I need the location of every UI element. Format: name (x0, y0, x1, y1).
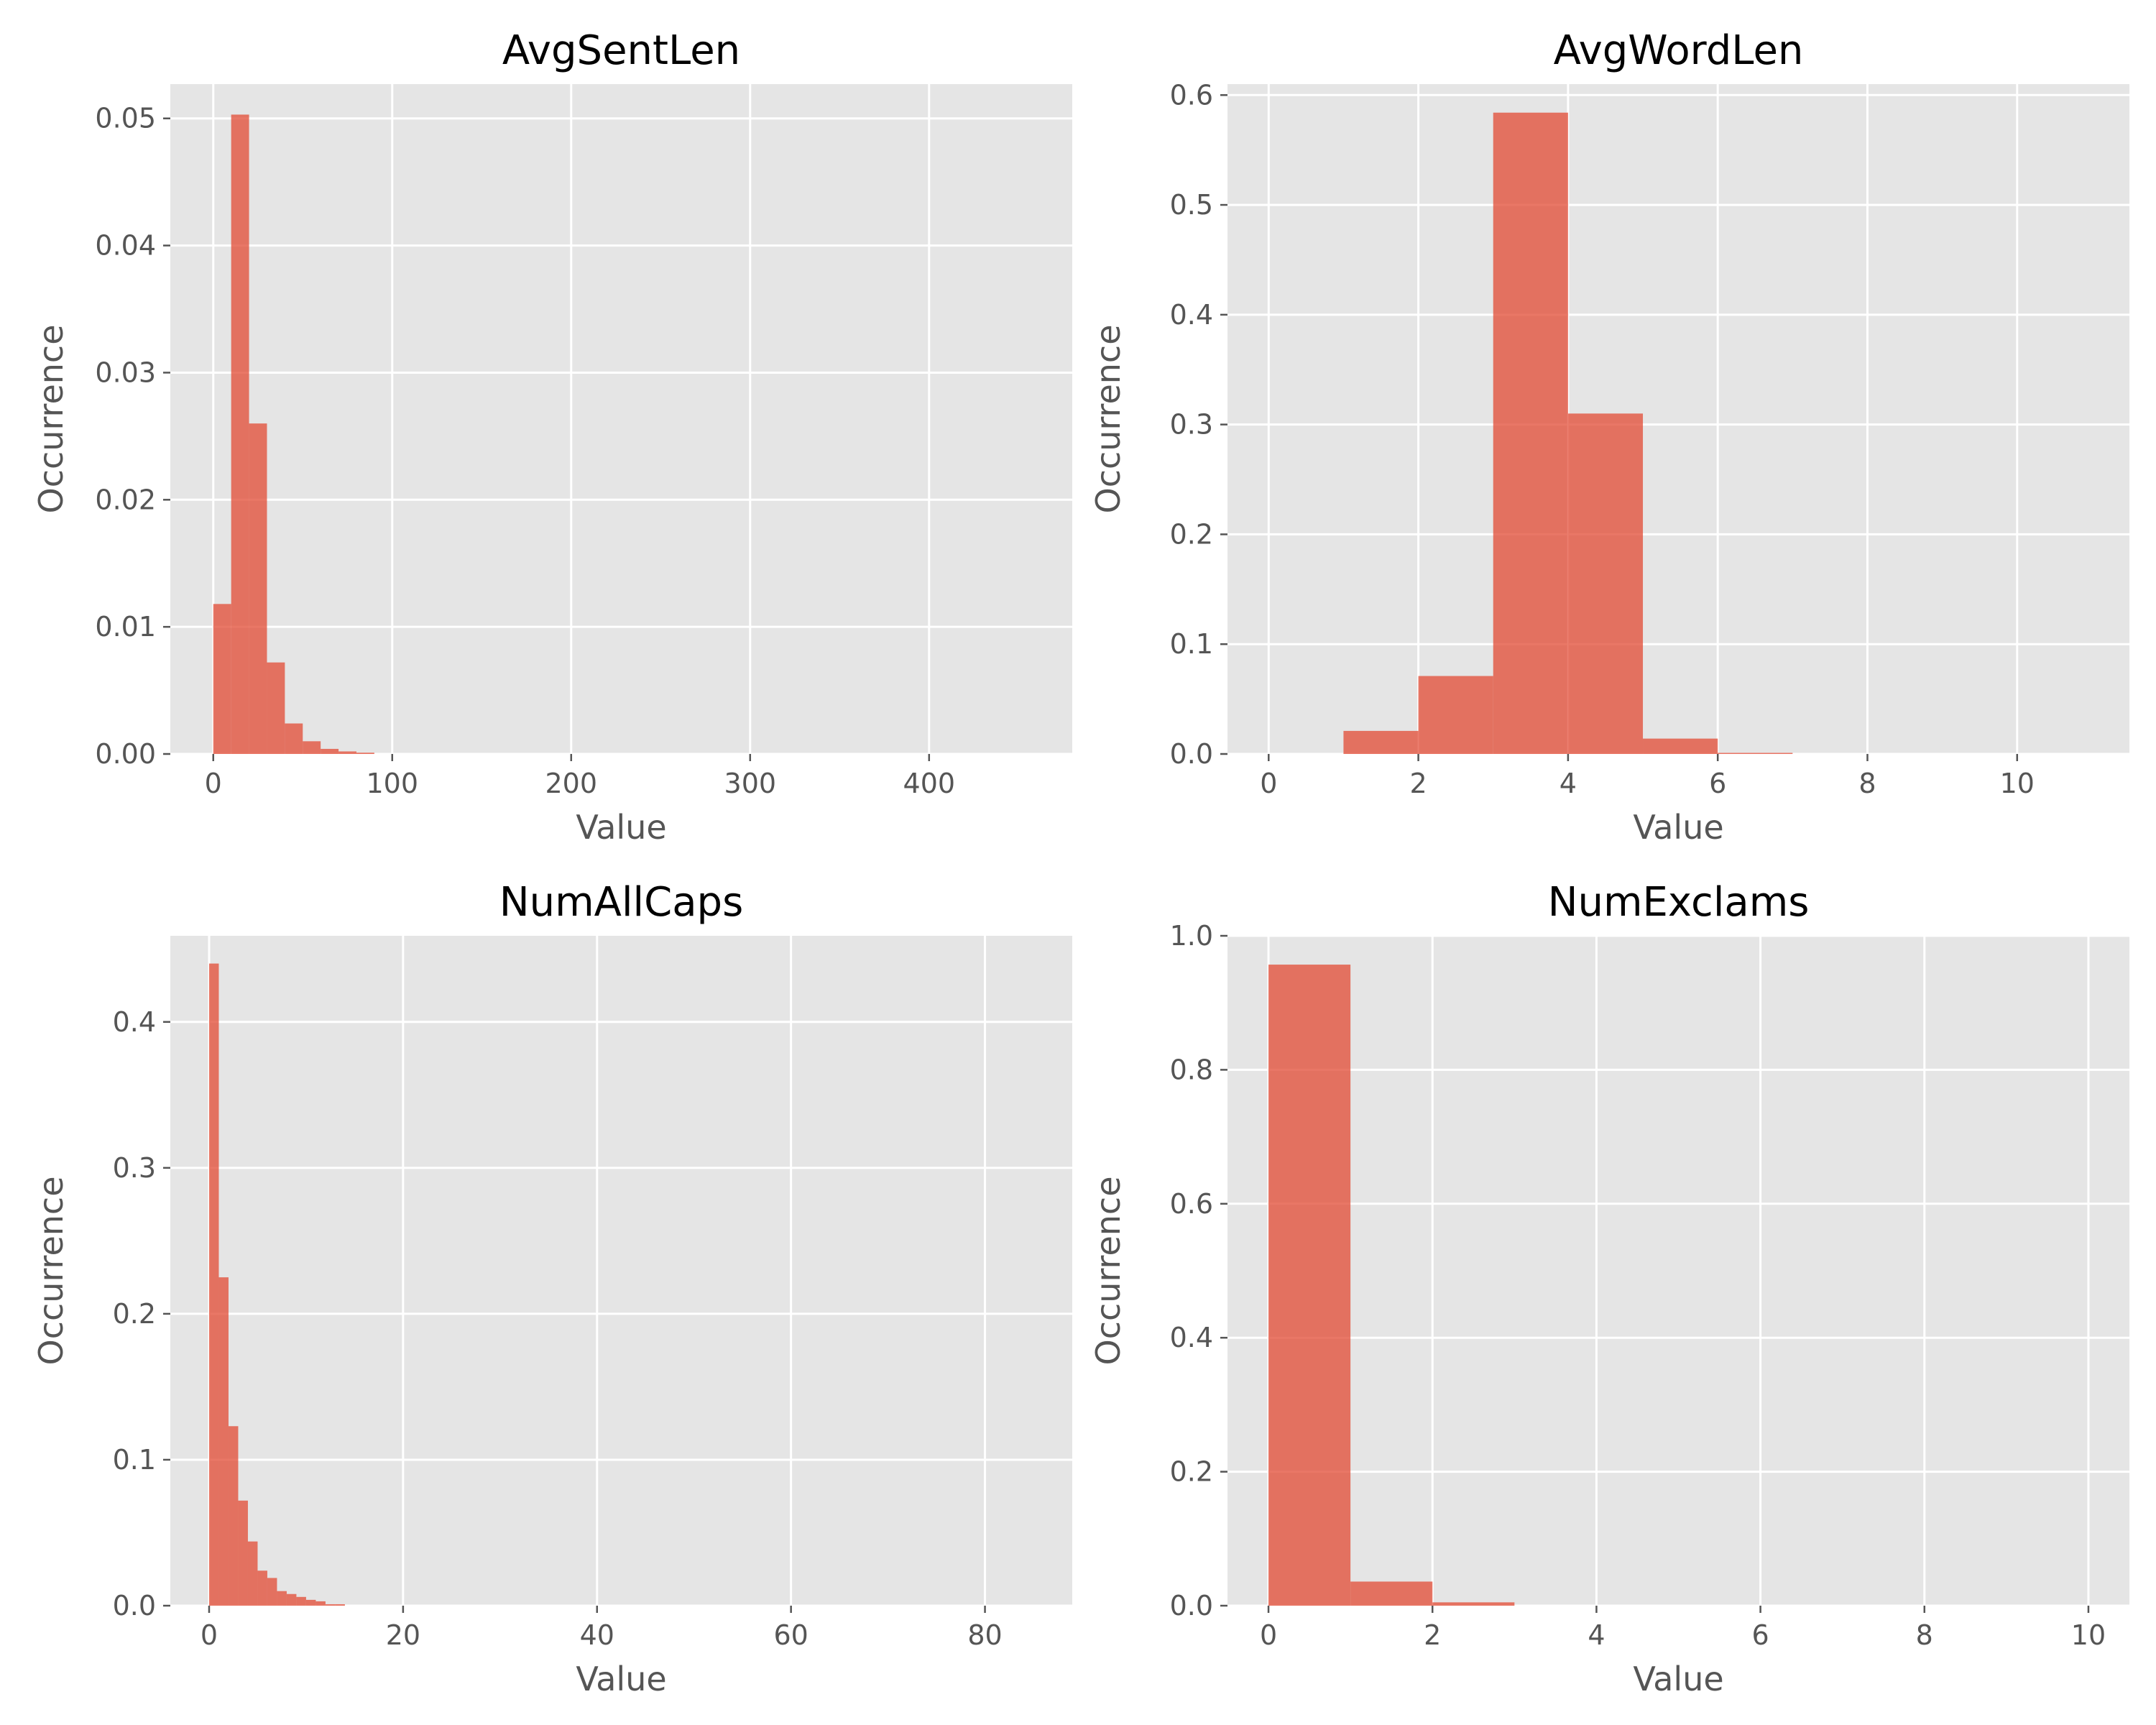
histogram-bar (218, 1277, 229, 1606)
histogram-bar (208, 963, 219, 1606)
x-tick-label: 300 (724, 768, 777, 799)
plot-area (170, 936, 1072, 1606)
x-tick-label: 40 (580, 1619, 614, 1651)
x-tick-label: 4 (1560, 768, 1577, 799)
x-axis-label: Value (576, 808, 666, 847)
plot-area (1227, 84, 2129, 754)
y-tick-label: 0.03 (95, 356, 156, 388)
y-tick-label: 0.2 (113, 1298, 156, 1330)
y-tick-label: 0.00 (95, 738, 156, 770)
histogram-bar (1493, 112, 1568, 754)
y-tick-label: 0.3 (1170, 409, 1213, 441)
chart-panel: 0 2 4 6 8 10 0.0 0.1 0.2 0.3 0.4 0.5 0.6 AvgWordLen Va… (1089, 27, 2129, 847)
x-tick-label: 20 (386, 1619, 420, 1651)
x-tick-label: 60 (773, 1619, 808, 1651)
x-tick-label: 2 (1409, 768, 1427, 799)
x-tick-label: 0 (201, 1619, 218, 1651)
plot-area (1227, 936, 2129, 1606)
histogram-bar (296, 1596, 306, 1606)
chart-panel: 0 20 40 60 80 0.0 0.1 0.2 0.3 0.4 NumAllCaps Value O… (32, 879, 1072, 1698)
y-tick-label: 0.1 (113, 1444, 156, 1476)
y-tick-label: 0.0 (1170, 738, 1213, 770)
x-tick-label: 10 (2000, 768, 2035, 799)
histogram-bar (228, 1426, 239, 1606)
x-tick-label: 8 (1916, 1619, 1933, 1651)
y-tick-label: 0.3 (113, 1152, 156, 1184)
histogram-bar (267, 662, 285, 754)
y-tick-label: 0.2 (1170, 518, 1213, 550)
y-tick-label: 0.8 (1170, 1054, 1213, 1085)
y-tick-label: 0.0 (1170, 1590, 1213, 1622)
y-tick-label: 0.2 (1170, 1456, 1213, 1488)
histogram-bar (249, 423, 267, 754)
y-tick-label: 0.05 (95, 103, 156, 134)
histogram-bar (1643, 738, 1718, 754)
histogram-bar (321, 748, 339, 754)
x-tick-label: 10 (2071, 1619, 2106, 1651)
histogram-bar (305, 1599, 316, 1606)
x-tick-label: 2 (1424, 1619, 1441, 1651)
histogram-bar (335, 1604, 345, 1606)
chart-title: NumExclams (1548, 879, 1810, 926)
chart-panel: 0 100 200 300 400 0.00 0.01 0.02 0.03 0.04 0.05 Avg… (32, 27, 1072, 847)
histogram-bar (1567, 413, 1644, 754)
x-tick-label: 6 (1751, 1619, 1769, 1651)
x-tick-label: 80 (967, 1619, 1002, 1651)
plot-area (170, 84, 1072, 754)
histogram-bar (286, 1593, 297, 1606)
x-tick-label: 400 (903, 768, 956, 799)
histogram-bar (315, 1601, 326, 1606)
x-axis-label: Value (576, 1660, 666, 1698)
y-tick-label: 0.01 (95, 611, 156, 643)
y-tick-label: 0.04 (95, 230, 156, 262)
y-axis-label: Occurrence (1089, 325, 1128, 514)
histogram-bar (1718, 753, 1793, 754)
x-tick-label: 0 (1260, 1619, 1277, 1651)
x-tick-label: 4 (1588, 1619, 1605, 1651)
y-tick-label: 0.6 (1170, 79, 1213, 111)
histogram-bar (356, 753, 374, 754)
histogram-bar (238, 1500, 248, 1606)
y-axis-label: Occurrence (32, 1177, 70, 1366)
histogram-bar (231, 114, 249, 754)
y-tick-label: 0.4 (1170, 1322, 1213, 1353)
x-tick-label: 100 (367, 768, 419, 799)
x-tick-label: 6 (1709, 768, 1726, 799)
y-axis-label: Occurrence (32, 325, 70, 514)
x-tick-label: 0 (205, 768, 222, 799)
y-tick-label: 0.6 (1170, 1188, 1213, 1220)
histogram-bar (285, 723, 303, 754)
histogram-bar (1343, 730, 1419, 754)
x-axis-label: Value (1633, 1660, 1723, 1698)
histogram-bar (325, 1604, 336, 1606)
histogram-bar (247, 1541, 258, 1606)
histogram-bar (1268, 965, 1351, 1606)
x-tick-label: 200 (545, 768, 598, 799)
chart-title: AvgSentLen (502, 27, 740, 74)
x-axis-label: Value (1633, 808, 1723, 847)
histogram-bar (277, 1591, 287, 1606)
y-tick-label: 1.0 (1170, 920, 1213, 952)
y-tick-label: 0.4 (1170, 299, 1213, 331)
y-tick-label: 0.4 (113, 1006, 156, 1038)
histogram-bar (1350, 1581, 1433, 1606)
chart-title: AvgWordLen (1554, 27, 1804, 74)
y-tick-label: 0.1 (1170, 628, 1213, 660)
chart-title: NumAllCaps (499, 879, 744, 926)
histogram-bar (1418, 676, 1493, 754)
histogram-bar (338, 751, 356, 754)
y-tick-label: 0.5 (1170, 189, 1213, 221)
histogram-bar (213, 604, 231, 754)
chart-panel: 0 2 4 6 8 10 0.0 0.2 0.4 0.6 0.8 1.0 NumExclams Value… (1089, 879, 2129, 1698)
y-tick-label: 0.0 (113, 1590, 156, 1622)
histogram-bar (267, 1578, 277, 1606)
histogram-bar (1432, 1602, 1515, 1606)
y-axis-label: Occurrence (1089, 1177, 1128, 1366)
y-tick-label: 0.02 (95, 484, 156, 515)
histogram-bar (303, 741, 321, 754)
histogram-bar (257, 1570, 267, 1606)
x-tick-label: 8 (1858, 768, 1876, 799)
x-tick-label: 0 (1260, 768, 1277, 799)
